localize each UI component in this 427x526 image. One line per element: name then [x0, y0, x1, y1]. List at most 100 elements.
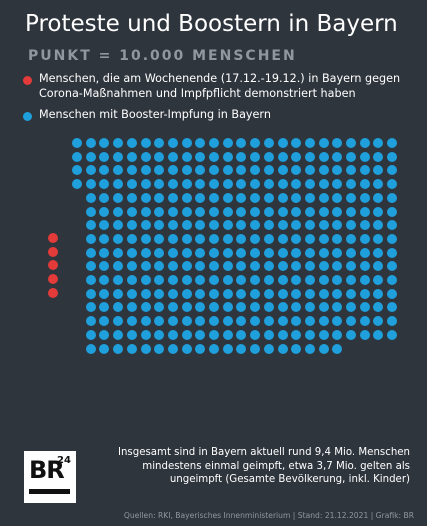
blue-dot [387, 247, 398, 258]
blue-dot [332, 288, 343, 299]
blue-dot [291, 275, 302, 285]
blue-dot [250, 302, 261, 313]
blue-dot [318, 316, 329, 327]
blue-dot [332, 151, 343, 162]
blue-dot [113, 302, 124, 313]
blue-dot [277, 138, 288, 148]
blue-dot [222, 247, 233, 258]
blue-dot [85, 220, 96, 231]
blue-dot [113, 220, 124, 231]
blue-dot [85, 302, 96, 313]
page-title: Proteste und Boostern in Bayern [25, 11, 398, 37]
blue-dot [154, 165, 165, 176]
blue-dot [222, 261, 233, 272]
blue-dot [318, 247, 329, 258]
blue-dot [85, 206, 96, 217]
blue-dot [209, 165, 219, 176]
blue-dot [85, 247, 96, 258]
blue-dot [263, 302, 274, 313]
blue-dot [318, 329, 329, 340]
blue-dot [222, 220, 233, 231]
blue-dot [332, 138, 343, 148]
logo-bar [29, 489, 70, 494]
blue-dot [373, 179, 384, 190]
blue-dot [318, 220, 329, 231]
blue-dot [209, 220, 219, 231]
blue-dot [126, 343, 137, 354]
blue-dot [387, 165, 398, 176]
blue-dot [154, 261, 165, 272]
blue-dot [99, 206, 110, 217]
blue-dot [99, 261, 110, 272]
blue-dot [209, 233, 219, 244]
blue-dot [113, 261, 124, 272]
blue-dot [373, 206, 384, 217]
blue-dot [113, 316, 124, 327]
blue-dot [250, 275, 261, 285]
blue-dot [332, 179, 343, 190]
blue-dot [85, 275, 96, 285]
blue-dot [167, 151, 178, 162]
blue-dot [140, 220, 151, 231]
blue-dot [99, 316, 110, 327]
blue-dot [181, 343, 192, 354]
blue-dot [277, 275, 288, 285]
blue-dot [277, 220, 288, 231]
blue-dot [304, 138, 315, 148]
blue-dot [318, 192, 329, 203]
blue-dot [346, 233, 356, 244]
blue-dot [113, 329, 124, 340]
blue-dot [387, 288, 398, 299]
blue-dot [209, 261, 219, 272]
blue-dot [181, 206, 192, 217]
red-dot [48, 274, 58, 285]
legend-label-boosted: Menschen mit Booster-Impfung in Bayern [39, 108, 271, 121]
blue-dot [263, 247, 274, 258]
blue-dot [332, 261, 343, 272]
blue-dot [167, 220, 178, 231]
blue-dot [85, 329, 96, 340]
blue-dot [332, 165, 343, 176]
blue-dot [346, 220, 356, 231]
blue-dot [236, 192, 247, 203]
blue-dot [195, 165, 206, 176]
blue-dot [277, 192, 288, 203]
blue-dot [359, 138, 370, 148]
blue-dot [359, 288, 370, 299]
blue-dot [250, 343, 261, 354]
legend-item-boosted: Menschen mit Booster-Impfung in Bayern [23, 108, 403, 123]
blue-dot [236, 220, 247, 231]
blue-dot [126, 220, 137, 231]
blue-dot [332, 302, 343, 313]
blue-dot [99, 329, 110, 340]
blue-dot [304, 206, 315, 217]
blue-dot [99, 138, 110, 148]
blue-dot [277, 179, 288, 190]
blue-dot [236, 343, 247, 354]
blue-dot [222, 165, 233, 176]
blue-dot [277, 288, 288, 299]
blue-dot [181, 261, 192, 272]
blue-dot [140, 165, 151, 176]
blue-dot [304, 192, 315, 203]
blue-dot [387, 233, 398, 244]
blue-dot [167, 192, 178, 203]
blue-dot [291, 179, 302, 190]
blue-dot [154, 179, 165, 190]
blue-dot [291, 138, 302, 148]
blue-dot [236, 179, 247, 190]
blue-dot [72, 165, 82, 176]
blue-dot [140, 247, 151, 258]
blue-dot [236, 329, 247, 340]
blue-dot [140, 151, 151, 162]
blue-dot [140, 261, 151, 272]
blue-dot [222, 192, 233, 203]
blue-dot [318, 261, 329, 272]
blue-dot [387, 275, 398, 285]
blue-dot [113, 138, 124, 148]
blue-dot [209, 302, 219, 313]
blue-dot [318, 151, 329, 162]
blue-dot [154, 247, 165, 258]
blue-dot [291, 220, 302, 231]
blue-dot [181, 247, 192, 258]
